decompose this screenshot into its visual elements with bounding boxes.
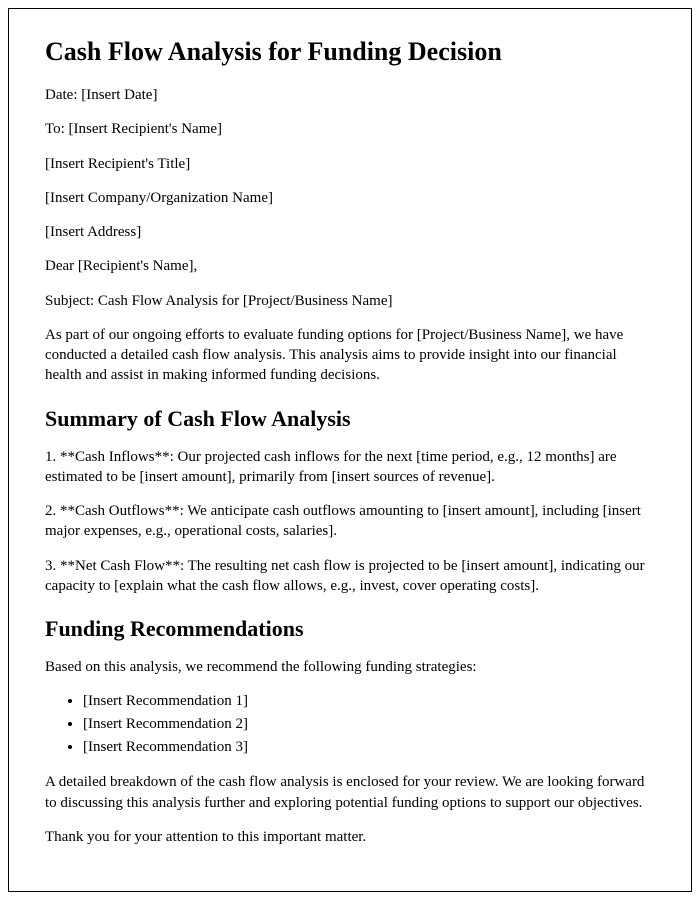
page-title: Cash Flow Analysis for Funding Decision (45, 37, 655, 67)
funding-heading: Funding Recommendations (45, 616, 655, 642)
recommendations-list: [Insert Recommendation 1] [Insert Recomm… (83, 691, 655, 758)
subject-line: Subject: Cash Flow Analysis for [Project… (45, 291, 655, 311)
document-page: Cash Flow Analysis for Funding Decision … (8, 8, 692, 892)
date-line: Date: [Insert Date] (45, 85, 655, 105)
summary-heading: Summary of Cash Flow Analysis (45, 406, 655, 432)
recommendation-item: [Insert Recommendation 1] (83, 691, 655, 712)
company-line: [Insert Company/Organization Name] (45, 188, 655, 208)
summary-item-1: 1. **Cash Inflows**: Our projected cash … (45, 447, 655, 488)
intro-paragraph: As part of our ongoing efforts to evalua… (45, 325, 655, 386)
to-line: To: [Insert Recipient's Name] (45, 119, 655, 139)
summary-item-3: 3. **Net Cash Flow**: The resulting net … (45, 556, 655, 597)
salutation-line: Dear [Recipient's Name], (45, 256, 655, 276)
address-line: [Insert Address] (45, 222, 655, 242)
thanks-paragraph: Thank you for your attention to this imp… (45, 827, 655, 847)
recipient-title-line: [Insert Recipient's Title] (45, 154, 655, 174)
recommendation-item: [Insert Recommendation 3] (83, 737, 655, 758)
funding-intro: Based on this analysis, we recommend the… (45, 657, 655, 677)
closing-paragraph: A detailed breakdown of the cash flow an… (45, 772, 655, 813)
recommendation-item: [Insert Recommendation 2] (83, 714, 655, 735)
summary-item-2: 2. **Cash Outflows**: We anticipate cash… (45, 501, 655, 542)
